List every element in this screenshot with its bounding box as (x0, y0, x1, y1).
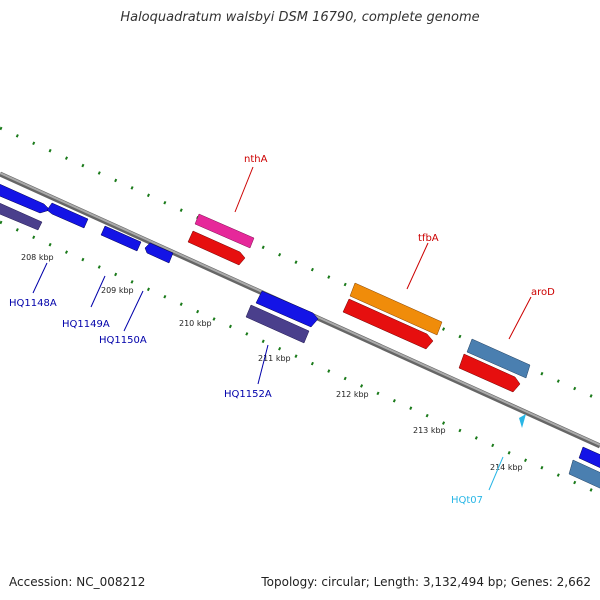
gene-HQ1147A-forward[interactable] (0, 182, 51, 214)
gene-tfbA-block[interactable] (349, 282, 443, 336)
gene-red-under-tfbA[interactable] (342, 298, 434, 350)
gene-HQ1152A-block[interactable] (255, 290, 319, 328)
gene-label-nthA[interactable]: nthA (244, 154, 268, 165)
tick-label-213: 213 kbp (413, 426, 446, 435)
gene-right-blue[interactable] (578, 446, 600, 470)
gene-label-HQ1149A[interactable]: HQ1149A (62, 319, 110, 330)
map-title: Haloquadratum walsbyi DSM 16790, complet… (120, 10, 480, 25)
gene-label-aroD[interactable]: aroD (531, 287, 555, 298)
gc-content-track-lower (0, 220, 600, 496)
trna-HQt07-marker[interactable] (519, 414, 526, 428)
accession-text: Accession: NC_008212 (9, 575, 146, 589)
gene-red-under-aroD[interactable] (458, 353, 521, 393)
gene-HQ1148A-block[interactable] (46, 202, 89, 229)
gene-red-under-nthA[interactable] (187, 230, 246, 266)
tick-label-214: 214 kbp (490, 463, 523, 472)
gene-HQ1150A-block[interactable] (144, 242, 174, 264)
tick-label-210: 210 kbp (179, 319, 212, 328)
gc-content-track-upper (0, 126, 600, 402)
gene-right-steel[interactable] (568, 459, 600, 490)
tick-label-208: 208 kbp (21, 253, 54, 262)
gene-label-HQ1150A[interactable]: HQ1150A (99, 335, 147, 346)
leader-lines (32, 166, 532, 491)
gene-HQ1147A-purple[interactable] (0, 201, 43, 231)
tick-label-209: 209 kbp (101, 286, 134, 295)
tick-label-211: 211 kbp (258, 354, 291, 363)
gene-nthA-block[interactable] (194, 213, 255, 249)
gene-label-tfbA[interactable]: tfbA (418, 233, 439, 244)
tick-label-212: 212 kbp (336, 390, 369, 399)
gene-label-HQt07[interactable]: HQt07 (451, 495, 483, 506)
gene-label-HQ1152A[interactable]: HQ1152A (224, 389, 272, 400)
gene-aroD-block[interactable] (466, 338, 531, 379)
gene-label-HQ1148A[interactable]: HQ1148A (9, 298, 57, 309)
gene-HQ1149A-block[interactable] (100, 225, 142, 252)
genome-summary-text: Topology: circular; Length: 3,132,494 bp… (261, 575, 591, 589)
gene-HQ1152A-purple[interactable] (245, 304, 310, 344)
